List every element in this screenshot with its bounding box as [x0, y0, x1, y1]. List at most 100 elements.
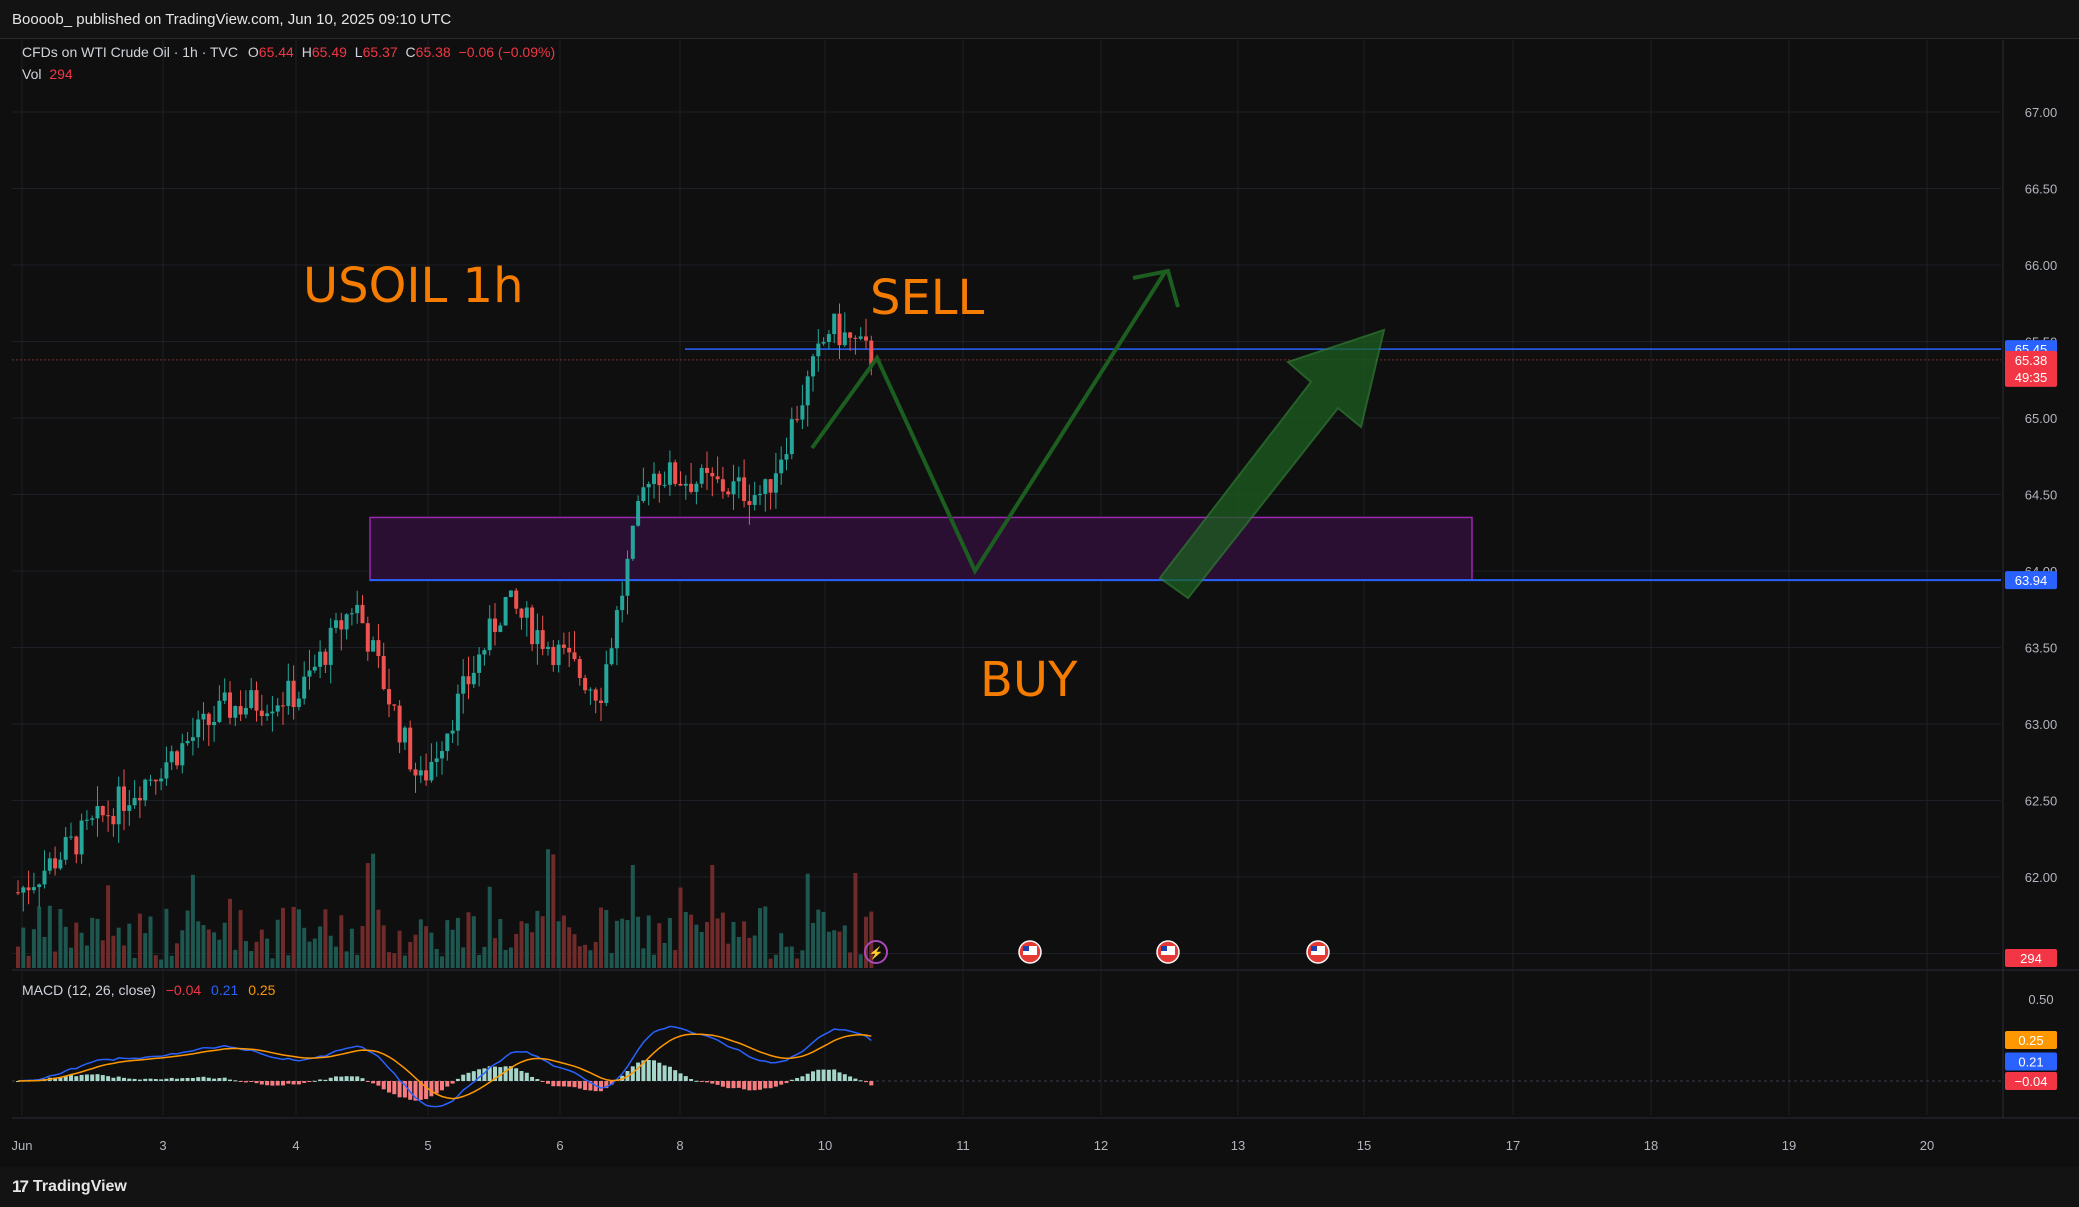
- candle-body: [429, 761, 434, 781]
- price-tick-label: 62.00: [2025, 870, 2058, 885]
- drawing-arrows[interactable]: [810, 268, 1386, 600]
- candle-body: [190, 737, 195, 741]
- candle-body: [206, 713, 211, 726]
- volume-bar: [514, 933, 519, 968]
- volume-legend: Vol 294: [22, 66, 73, 82]
- support-price-tag-text: 63.94: [2015, 573, 2048, 588]
- volume-bar: [726, 943, 731, 968]
- price-tick-label: 66.00: [2025, 258, 2058, 273]
- candle-body: [344, 614, 349, 630]
- candle-body: [540, 630, 545, 649]
- volume-bar: [493, 938, 497, 968]
- volume-bar: [21, 927, 26, 968]
- candle-body: [673, 462, 678, 484]
- volume-bar: [148, 916, 153, 968]
- candle-body: [477, 654, 482, 673]
- volume-bar: [281, 907, 285, 968]
- volume-bar: [53, 951, 58, 968]
- candle-body: [503, 596, 508, 626]
- volume-bar: [137, 913, 142, 968]
- candle-body: [869, 340, 874, 367]
- volume-bar: [349, 928, 354, 968]
- volume-bar: [556, 921, 561, 968]
- macd-histogram-bar: [503, 1066, 508, 1081]
- us-flag-event-icon-stripes: [1023, 946, 1037, 955]
- macd-histogram-bar: [397, 1081, 402, 1098]
- candle-body: [217, 700, 222, 723]
- candle-body: [286, 680, 291, 706]
- candle-body: [561, 644, 566, 648]
- macd-legend[interactable]: MACD (12, 26, close) −0.04 0.21 0.25: [22, 982, 275, 998]
- macd-histogram-bar: [837, 1072, 842, 1081]
- event-icons[interactable]: ⚡: [864, 940, 1330, 964]
- volume-bar: [710, 864, 715, 968]
- candle-body: [169, 751, 174, 763]
- candle-body: [837, 313, 842, 346]
- candle-body: [811, 356, 815, 377]
- volume-bar: [318, 926, 323, 968]
- lightning-glyph: ⚡: [869, 946, 884, 960]
- macd-histogram-bar: [450, 1081, 455, 1084]
- candle-body: [339, 620, 344, 630]
- macd-histogram-bar: [296, 1081, 301, 1085]
- macd-histogram-bar: [74, 1076, 79, 1081]
- macd-histogram-bar: [180, 1078, 185, 1081]
- volume-bar: [339, 915, 344, 968]
- symbol-name[interactable]: CFDs on WTI Crude Oil · 1h · TVC: [22, 44, 239, 60]
- macd-histogram-bar: [646, 1059, 651, 1081]
- time-tick-label: 15: [1357, 1138, 1371, 1153]
- candle-body: [84, 819, 89, 821]
- tradingview-logo[interactable]: 17 TradingView: [12, 1177, 127, 1197]
- time-tick-label: 17: [1506, 1138, 1520, 1153]
- macd-histogram-bar: [190, 1077, 195, 1081]
- volume-bar: [127, 923, 132, 968]
- candle-body: [556, 644, 561, 666]
- volume-bar: [328, 935, 333, 968]
- macd-histogram-bar: [752, 1081, 757, 1091]
- volume-bar: [805, 873, 810, 968]
- volume-bar: [784, 946, 789, 968]
- candle-body: [551, 646, 556, 666]
- annotation-buy[interactable]: BUY: [980, 652, 1078, 708]
- macd-histogram-bar: [805, 1073, 810, 1081]
- symbol-legend: CFDs on WTI Crude Oil · 1h · TVC O65.44 …: [22, 44, 556, 60]
- time-tick-label: 19: [1782, 1138, 1796, 1153]
- volume-bar: [583, 944, 588, 968]
- candle-body: [800, 405, 805, 420]
- volume-bar: [779, 933, 784, 968]
- brand-name: TradingView: [32, 1178, 127, 1195]
- macd-histogram-bar: [249, 1081, 254, 1082]
- publisher-line: Boooob_ published on TradingView.com, Ju…: [12, 11, 452, 28]
- candle-body: [742, 477, 747, 502]
- time-tick-label: 11: [956, 1138, 970, 1153]
- annotation-title[interactable]: USOIL 1h: [303, 258, 524, 314]
- candle-body: [418, 770, 423, 776]
- volume-bar: [588, 950, 593, 968]
- candle-body: [694, 483, 699, 492]
- volume-bar: [233, 949, 238, 968]
- macd-histogram-bar: [662, 1065, 667, 1081]
- candle-body: [853, 337, 858, 339]
- price-tick-label: 62.50: [2025, 794, 2058, 809]
- candle-body: [826, 334, 831, 343]
- macd-histogram-bar: [726, 1081, 731, 1089]
- volume-bar: [243, 941, 248, 968]
- candle-body: [604, 664, 609, 703]
- candle-body: [821, 342, 826, 344]
- macd-histogram-bar: [848, 1076, 853, 1081]
- candle-body: [816, 343, 821, 357]
- volume-bar: [789, 946, 794, 968]
- candle-body: [349, 613, 354, 615]
- macd-histogram-bar: [429, 1081, 434, 1097]
- candle-body: [164, 762, 169, 779]
- volume-bar: [636, 916, 641, 968]
- candle-body: [254, 690, 259, 711]
- macd-signal-line: [17, 1033, 872, 1100]
- annotation-sell[interactable]: SELL: [870, 270, 985, 326]
- macd-histogram-bar: [228, 1079, 232, 1081]
- demand-zone[interactable]: [369, 516, 1473, 581]
- price-tick-label: 63.50: [2025, 641, 2058, 656]
- volume-bar: [630, 864, 635, 968]
- candle-body: [493, 618, 497, 632]
